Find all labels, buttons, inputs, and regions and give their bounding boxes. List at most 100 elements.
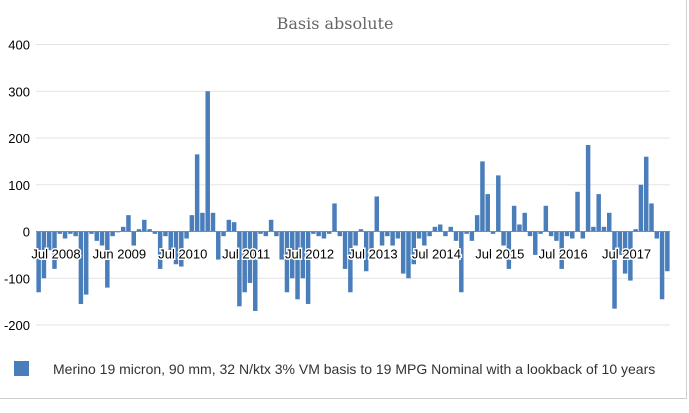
bar[interactable]: [416, 231, 422, 239]
bar[interactable]: [57, 231, 63, 234]
bar[interactable]: [374, 196, 380, 232]
bar[interactable]: [295, 231, 300, 300]
bar[interactable]: [617, 231, 623, 255]
bar[interactable]: [41, 231, 47, 279]
bar[interactable]: [231, 222, 237, 232]
bar[interactable]: [654, 231, 660, 239]
bar[interactable]: [110, 231, 115, 237]
bar[interactable]: [448, 226, 453, 232]
bar[interactable]: [628, 231, 633, 281]
bar[interactable]: [490, 231, 496, 234]
bar[interactable]: [406, 231, 411, 279]
bar[interactable]: [591, 226, 596, 232]
bar[interactable]: [485, 194, 490, 232]
bar[interactable]: [474, 215, 480, 232]
bar[interactable]: [99, 231, 105, 246]
bar[interactable]: [62, 231, 68, 239]
bar[interactable]: [147, 229, 152, 232]
bar[interactable]: [522, 212, 527, 232]
bar[interactable]: [326, 231, 332, 234]
bar[interactable]: [279, 231, 284, 260]
bar[interactable]: [157, 231, 163, 269]
bar[interactable]: [437, 224, 443, 232]
bar[interactable]: [200, 212, 205, 232]
bar[interactable]: [216, 231, 221, 260]
bar[interactable]: [131, 231, 136, 246]
bar[interactable]: [427, 231, 432, 237]
bar[interactable]: [290, 231, 295, 279]
bar[interactable]: [453, 231, 459, 241]
bar[interactable]: [622, 231, 628, 274]
bar[interactable]: [517, 224, 522, 232]
bar[interactable]: [559, 231, 564, 269]
bar[interactable]: [570, 231, 575, 239]
bar[interactable]: [358, 229, 364, 232]
bar[interactable]: [105, 231, 110, 288]
bar[interactable]: [363, 231, 369, 272]
bar[interactable]: [575, 191, 580, 232]
bar[interactable]: [649, 203, 654, 232]
bar[interactable]: [659, 231, 665, 300]
bar[interactable]: [300, 231, 306, 279]
bar[interactable]: [274, 231, 279, 237]
legend[interactable]: Merino 19 micron, 90 mm, 32 N/ktx 3% VM …: [14, 361, 655, 377]
bar[interactable]: [538, 231, 543, 234]
bar[interactable]: [369, 231, 374, 251]
bar[interactable]: [253, 231, 258, 311]
bar[interactable]: [247, 231, 253, 283]
bar[interactable]: [554, 231, 559, 241]
bar[interactable]: [543, 205, 549, 232]
bar[interactable]: [242, 231, 247, 293]
bar[interactable]: [168, 231, 173, 258]
bar[interactable]: [284, 231, 290, 293]
bar[interactable]: [432, 226, 438, 232]
bar[interactable]: [120, 226, 126, 232]
bar[interactable]: [268, 219, 274, 232]
bar[interactable]: [443, 231, 448, 237]
bar[interactable]: [126, 215, 131, 232]
bar[interactable]: [311, 231, 316, 234]
bar[interactable]: [332, 203, 337, 232]
bar[interactable]: [316, 231, 321, 237]
bar[interactable]: [633, 229, 638, 232]
bar[interactable]: [501, 231, 506, 246]
bar[interactable]: [480, 161, 485, 232]
bar[interactable]: [390, 231, 395, 246]
bar[interactable]: [422, 231, 427, 246]
bar[interactable]: [258, 231, 263, 234]
bar[interactable]: [638, 184, 644, 232]
bar[interactable]: [342, 231, 348, 269]
bar[interactable]: [184, 231, 189, 239]
bar[interactable]: [395, 231, 401, 239]
bar[interactable]: [36, 231, 41, 293]
bar[interactable]: [179, 231, 184, 267]
bar[interactable]: [321, 231, 327, 239]
bar[interactable]: [580, 231, 586, 239]
bar[interactable]: [585, 145, 591, 232]
bar[interactable]: [152, 231, 158, 234]
bar[interactable]: [73, 231, 78, 237]
bar[interactable]: [46, 231, 52, 251]
bar[interactable]: [353, 231, 358, 246]
bar[interactable]: [94, 231, 99, 241]
bar[interactable]: [564, 231, 570, 237]
bar[interactable]: [194, 154, 200, 232]
bar[interactable]: [83, 231, 89, 295]
bar[interactable]: [385, 231, 390, 237]
bar[interactable]: [78, 231, 84, 304]
bar[interactable]: [469, 231, 475, 241]
bar[interactable]: [464, 231, 469, 234]
bar[interactable]: [305, 231, 311, 304]
bar[interactable]: [136, 229, 142, 232]
bar[interactable]: [506, 231, 512, 269]
bar[interactable]: [189, 215, 195, 232]
bar[interactable]: [596, 194, 601, 232]
bar[interactable]: [263, 231, 269, 237]
bar[interactable]: [533, 231, 538, 255]
bar[interactable]: [379, 231, 385, 246]
bar[interactable]: [210, 212, 216, 232]
bar[interactable]: [237, 231, 242, 307]
bar[interactable]: [496, 175, 501, 232]
bar[interactable]: [89, 231, 94, 234]
bar[interactable]: [527, 231, 533, 237]
